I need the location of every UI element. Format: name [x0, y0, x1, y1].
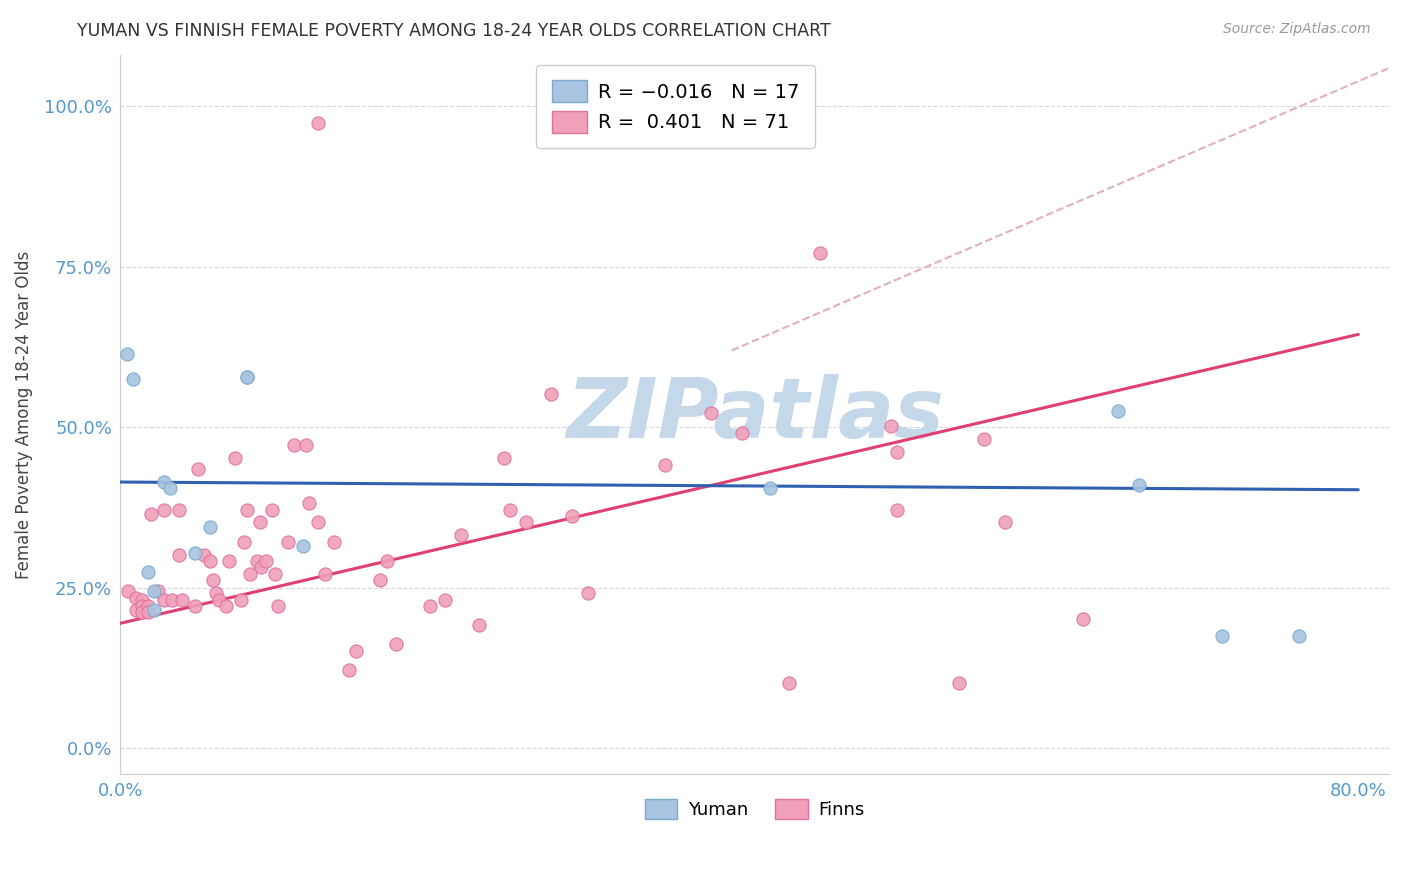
Point — [159, 482, 181, 496]
Point — [224, 451, 246, 466]
Point — [231, 592, 253, 607]
Point — [576, 586, 599, 600]
Point — [131, 605, 153, 619]
Point — [236, 370, 259, 384]
Point — [808, 245, 831, 260]
Point — [494, 451, 516, 466]
Point — [292, 539, 315, 553]
Point — [262, 502, 284, 516]
Point — [198, 554, 221, 568]
Point — [152, 475, 174, 489]
Point — [218, 554, 240, 568]
Point — [115, 346, 138, 360]
Point — [233, 534, 256, 549]
Point — [172, 592, 194, 607]
Point — [1128, 478, 1150, 492]
Point — [499, 502, 522, 516]
Point — [308, 115, 330, 129]
Point — [778, 676, 800, 690]
Point — [308, 516, 330, 530]
Point — [1288, 629, 1310, 643]
Legend: Yuman, Finns: Yuman, Finns — [637, 792, 872, 826]
Point — [136, 605, 159, 619]
Point — [183, 546, 205, 560]
Point — [375, 554, 398, 568]
Point — [125, 591, 148, 605]
Point — [136, 565, 159, 579]
Y-axis label: Female Poverty Among 18-24 Year Olds: Female Poverty Among 18-24 Year Olds — [15, 251, 32, 579]
Point — [141, 507, 163, 521]
Point — [886, 502, 908, 516]
Point — [121, 372, 143, 386]
Point — [700, 406, 723, 420]
Point — [654, 458, 676, 472]
Point — [125, 603, 148, 617]
Point — [948, 676, 970, 690]
Point — [146, 584, 169, 599]
Point — [370, 574, 392, 588]
Point — [298, 496, 321, 510]
Point — [160, 592, 183, 607]
Point — [236, 370, 259, 384]
Text: Source: ZipAtlas.com: Source: ZipAtlas.com — [1223, 22, 1371, 37]
Point — [264, 566, 287, 581]
Point — [561, 509, 583, 524]
Point — [198, 520, 221, 534]
Point — [202, 574, 225, 588]
Point — [515, 516, 537, 530]
Point — [239, 566, 262, 581]
Point — [267, 599, 290, 613]
Point — [731, 425, 754, 440]
Point — [1107, 404, 1129, 418]
Point — [450, 528, 472, 542]
Point — [167, 502, 190, 516]
Point — [117, 584, 139, 599]
Point — [295, 438, 318, 452]
Point — [250, 560, 273, 574]
Point — [1071, 612, 1094, 626]
Point — [236, 502, 259, 516]
Point — [246, 554, 269, 568]
Point — [187, 462, 209, 476]
Point — [419, 599, 441, 613]
Point — [277, 534, 299, 549]
Point — [183, 599, 205, 613]
Point — [314, 566, 336, 581]
Text: ZIPatlas: ZIPatlas — [565, 374, 943, 455]
Point — [143, 584, 166, 599]
Point — [131, 592, 153, 607]
Point — [540, 387, 562, 401]
Point — [205, 586, 228, 600]
Point — [254, 554, 277, 568]
Point — [193, 548, 215, 562]
Point — [994, 516, 1017, 530]
Point — [339, 663, 361, 677]
Point — [283, 438, 305, 452]
Point — [434, 592, 457, 607]
Point — [759, 482, 782, 496]
Point — [385, 637, 408, 651]
Point — [344, 644, 367, 658]
Point — [214, 599, 236, 613]
Point — [886, 445, 908, 459]
Point — [323, 534, 346, 549]
Point — [973, 432, 995, 446]
Point — [167, 548, 190, 562]
Point — [1211, 629, 1233, 643]
Point — [152, 592, 174, 607]
Point — [136, 599, 159, 613]
Point — [880, 419, 903, 434]
Point — [208, 592, 231, 607]
Point — [607, 118, 630, 132]
Point — [249, 516, 271, 530]
Point — [131, 599, 153, 613]
Point — [143, 603, 166, 617]
Point — [468, 618, 491, 632]
Text: YUMAN VS FINNISH FEMALE POVERTY AMONG 18-24 YEAR OLDS CORRELATION CHART: YUMAN VS FINNISH FEMALE POVERTY AMONG 18… — [77, 22, 831, 40]
Point — [152, 502, 174, 516]
